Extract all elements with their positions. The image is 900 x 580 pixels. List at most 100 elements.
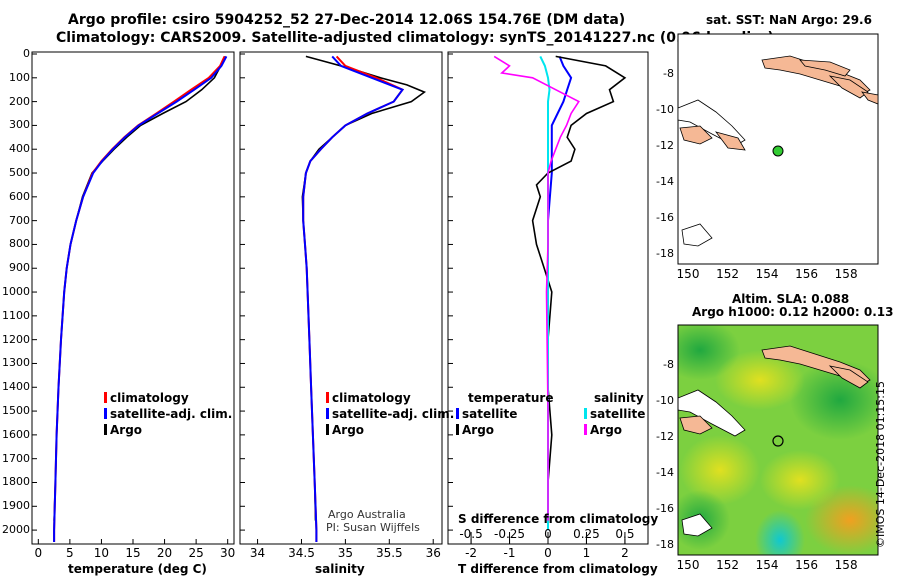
- salinity-argo-line: [301, 55, 427, 521]
- map-lat-label: -8: [663, 358, 674, 371]
- map-lon-label: 158: [834, 267, 858, 281]
- difference-temperature-legend: temperature satellite Argo: [456, 390, 553, 438]
- temperature-panel-frame: [31, 51, 235, 545]
- map-lon-label: 156: [795, 558, 819, 572]
- map-lat-label: -10: [656, 103, 674, 116]
- x-tick-label: 34: [249, 546, 266, 560]
- map-lat-label: -12: [656, 430, 674, 443]
- argo-float-marker-sla: [772, 435, 784, 447]
- temperature-argo-line: [53, 56, 226, 521]
- map-lon-label: 154: [755, 267, 779, 281]
- x-tick-label: -1: [503, 546, 516, 560]
- argo-float-marker-sst: [772, 145, 784, 157]
- legend-item-satellite: satellite-adj. clim.: [326, 406, 454, 422]
- depth-tick-label: 1100: [2, 308, 30, 322]
- depth-tick-label: 400: [9, 142, 30, 156]
- salinity-legend: climatology satellite-adj. clim. Argo: [326, 390, 454, 438]
- sla-coastline-4: [679, 415, 713, 435]
- map-lon-label: 152: [716, 558, 739, 572]
- coastline-png-peach: [679, 125, 713, 145]
- x-tick-label: 0: [34, 546, 43, 560]
- x-tick-label: 34.5: [288, 546, 315, 560]
- sla-map-title-2: Argo h1000: 0.12 h2000: 0.13: [692, 305, 894, 319]
- sla-coastline-3: [678, 389, 746, 437]
- map-lon-label: 154: [755, 558, 779, 572]
- s-difference-label: S difference from climatology: [458, 512, 659, 526]
- depth-tick-label: 1400: [2, 380, 30, 394]
- map-lat-label: -14: [656, 175, 674, 188]
- map-lat-label: -16: [656, 502, 674, 515]
- map-lat-label: -12: [656, 139, 674, 152]
- x-tick-label: -2: [465, 546, 478, 560]
- legend-item-s-satellite: satellite: [584, 406, 645, 422]
- map-lon-label: 158: [834, 558, 858, 572]
- temperature-legend: climatology satellite-adj. clim. Argo: [104, 390, 232, 438]
- credit-line-1: Argo Australia: [328, 508, 406, 521]
- x-tick-label: 30: [220, 546, 236, 560]
- depth-tick-label: 800: [9, 237, 30, 251]
- temperature-xlabel: temperature (deg C): [68, 562, 207, 576]
- depth-tick-label: 1900: [2, 499, 30, 513]
- sla-map-frame: [677, 324, 879, 556]
- climatology-title: Climatology: CARS2009. Satellite-adjuste…: [56, 30, 774, 46]
- depth-tick-label: 1700: [2, 451, 30, 465]
- legend-item-t-argo: Argo: [456, 422, 553, 438]
- coastline-east-1: [861, 91, 879, 105]
- depth-tick-label: 1200: [2, 332, 30, 346]
- map-lon-label: 150: [676, 558, 700, 572]
- legend-item-satellite: satellite-adj. clim.: [104, 406, 232, 422]
- coastline-islands-1: [799, 59, 851, 77]
- salinity-panel-frame: [239, 51, 443, 545]
- credit-line-2: PI: Susan Wijffels: [326, 521, 420, 534]
- legend-item-argo: Argo: [104, 422, 232, 438]
- sst-map: [677, 33, 879, 265]
- salinity-satellite-line: [539, 55, 551, 531]
- depth-tick-label: 2000: [2, 523, 30, 537]
- map-lat-label: -14: [656, 466, 674, 479]
- x-tick-label: -0.25: [494, 527, 526, 541]
- legend-item-climatology: climatology: [104, 390, 232, 406]
- sla-map-title-1: Altim. SLA: 0.088: [732, 292, 850, 306]
- depth-tick-label: 200: [9, 94, 30, 108]
- salinity-climatology-line: [302, 55, 405, 542]
- salinity-argo-line: [493, 55, 580, 521]
- map-lat-label: -10: [656, 394, 674, 407]
- sla-map: [678, 325, 878, 555]
- sst-map-title: sat. SST: NaN Argo: 29.6: [706, 13, 872, 27]
- t-difference-xlabel: T difference from climatology: [458, 562, 658, 576]
- depth-tick-label: 1300: [2, 356, 30, 370]
- sla-coastline-5: [681, 513, 713, 537]
- depth-tick-label: 300: [9, 118, 30, 132]
- legend-title-salinity: salinity: [594, 391, 644, 405]
- difference-salinity-legend: salinity satellite Argo: [584, 390, 645, 438]
- x-tick-label: -0.5: [459, 527, 483, 541]
- legend-item-climatology: climatology: [326, 390, 454, 406]
- map-lat-label: -18: [656, 247, 674, 260]
- x-tick-label: 0: [544, 527, 552, 541]
- depth-tick-label: 900: [9, 261, 30, 275]
- coastline-louisiade: [681, 223, 713, 247]
- x-tick-label: 0.5: [615, 527, 635, 541]
- depth-tick-label: 100: [9, 70, 30, 84]
- map-lon-label: 152: [716, 267, 739, 281]
- x-tick-label: 10: [93, 546, 110, 560]
- imos-stamp: ©IMOS 14-Dec-2018 01:15:15: [874, 381, 887, 548]
- coastline-png-peach-2: [714, 131, 746, 151]
- legend-item-argo: Argo: [326, 422, 454, 438]
- x-tick-label: 36: [425, 546, 441, 560]
- temperature-satellite-adj-clim--line: [53, 55, 228, 542]
- salinity-satellite-adj-clim--line: [302, 55, 405, 542]
- x-tick-label: 0.25: [573, 527, 600, 541]
- map-lon-label: 156: [795, 267, 819, 281]
- temperature-climatology-line: [53, 55, 226, 542]
- x-tick-label: 5: [66, 546, 74, 560]
- map-lat-label: -8: [663, 67, 674, 80]
- depth-tick-label: 600: [9, 189, 30, 203]
- x-tick-label: 15: [125, 546, 141, 560]
- x-tick-label: 20: [156, 546, 173, 560]
- legend-item-s-argo: Argo: [584, 422, 645, 438]
- depth-tick-label: 0: [23, 47, 30, 60]
- depth-tick-label: 1000: [2, 285, 30, 299]
- depth-tick-label: 1800: [2, 475, 30, 489]
